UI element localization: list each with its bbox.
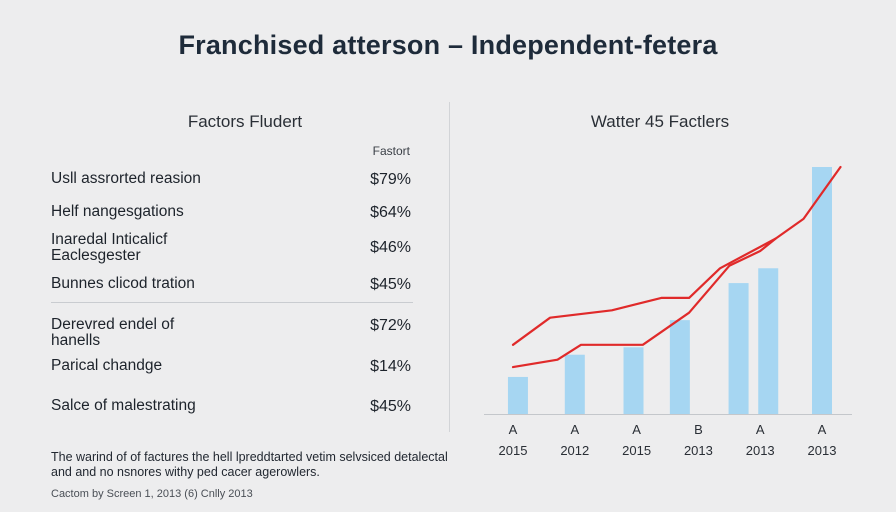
x-tick-year-label: 2013 — [808, 443, 837, 458]
row-label: Salce of malestrating — [51, 397, 196, 414]
row-value: $46% — [370, 239, 411, 256]
row-value: $64% — [370, 204, 411, 221]
bar — [507, 376, 528, 414]
x-tick-year-label: 2012 — [560, 443, 589, 458]
row-label: Usll assrorted reasion — [51, 170, 201, 187]
x-tick-label: A — [570, 422, 579, 437]
row-label: Helf nangesgations — [51, 203, 184, 220]
row-label: Derevred endel of hanells — [51, 316, 175, 349]
series-line — [511, 165, 842, 346]
table-heading: Factors Fludert — [187, 112, 303, 131]
row-label: Inaredal Inticalicf Eaclesgester — [51, 231, 168, 264]
x-tick-label: A — [818, 422, 827, 437]
row-value: $72% — [370, 317, 411, 334]
x-tick-label: A — [509, 422, 518, 437]
table-divider — [51, 302, 413, 303]
chart-title: Watter 45 Factlers — [590, 112, 730, 131]
footnote: The warind of of factures the hell lpred… — [51, 450, 448, 479]
row-value: $45% — [370, 398, 411, 415]
bar — [812, 167, 832, 414]
bar — [623, 347, 644, 414]
page-title: Franchised atterson – Independent-fetera — [178, 30, 718, 60]
table-column-header: Fastort — [372, 144, 410, 158]
x-tick-year-label: 2013 — [684, 443, 713, 458]
credit-line: Cactom by Screen 1, 2013 (6) Cnlly 2013 — [51, 488, 253, 500]
x-tick-label: A — [632, 422, 641, 437]
section-separator — [449, 102, 450, 432]
x-tick-year-label: 2015 — [499, 443, 528, 458]
bar — [669, 320, 690, 414]
row-value: $45% — [370, 276, 411, 293]
x-tick-year-label: 2013 — [746, 443, 775, 458]
series-line — [511, 237, 777, 369]
row-label: Bunnes clicod tration — [51, 275, 195, 292]
row-value: $14% — [370, 358, 411, 375]
bar — [564, 354, 585, 414]
x-tick-label: A — [756, 422, 765, 437]
x-tick-year-label: 2015 — [622, 443, 651, 458]
row-value: $79% — [370, 171, 411, 188]
x-tick-label: B — [694, 422, 703, 437]
bar — [728, 283, 749, 414]
row-label: Parical chandge — [51, 357, 163, 374]
bar — [758, 268, 779, 414]
